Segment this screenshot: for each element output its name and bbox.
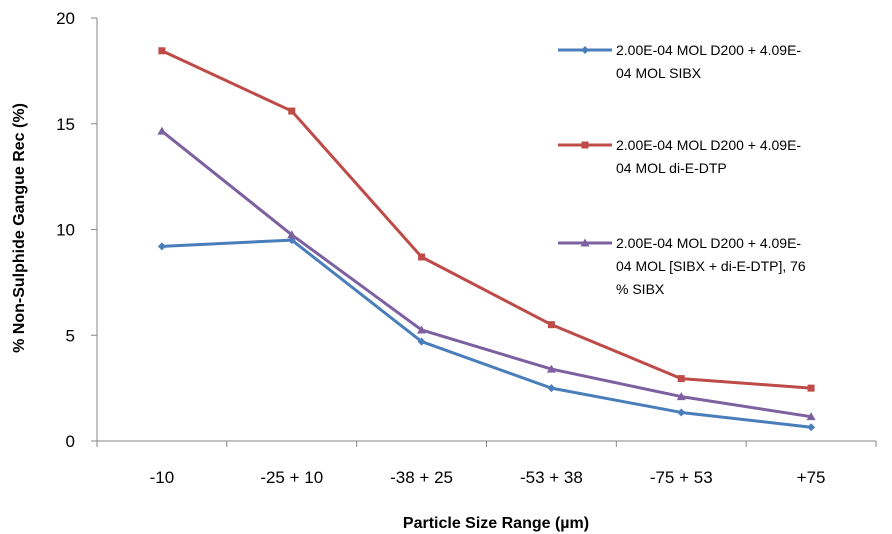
series-layer <box>157 47 816 432</box>
legend-label: 2.00E-04 MOL D200 + 4.09E- <box>616 137 801 153</box>
series-line <box>160 129 812 419</box>
data-point <box>546 364 556 373</box>
data-point <box>807 423 816 432</box>
legend-item: 2.00E-04 MOL D200 + 4.09E- 04 MOL [SIBX +… <box>558 235 806 297</box>
data-point <box>288 107 296 115</box>
data-point <box>677 375 685 383</box>
data-point <box>157 126 167 135</box>
x-tick-label: -10 <box>150 468 175 487</box>
series-3 <box>157 126 816 421</box>
y-tick-label: 15 <box>56 115 75 134</box>
series-line <box>161 238 812 429</box>
series-line <box>161 49 812 390</box>
x-tick-label: +75 <box>797 468 826 487</box>
legend: 2.00E-04 MOL D200 + 4.09E-04 MOL SIBX2.0… <box>558 42 806 297</box>
legend-label: 2.00E-04 MOL D200 + 4.09E- <box>616 42 801 58</box>
axes <box>91 17 877 447</box>
legend-label: 04 MOL di-E-DTP <box>616 160 727 176</box>
data-point <box>676 392 686 401</box>
data-point <box>677 408 686 417</box>
data-point <box>417 337 426 346</box>
y-tick-label: 10 <box>56 221 75 240</box>
y-axis-title: % Non-Sulphide Gangue Rec (%) <box>11 103 28 353</box>
data-point <box>157 242 166 251</box>
legend-label: 04 MOL SIBX <box>616 65 702 81</box>
data-point <box>547 321 555 329</box>
x-tick-labels: -10 -25 + 10 -38 + 25 -53 + 38 -75 + 53 +75 <box>150 468 826 487</box>
legend-item: 2.00E-04 MOL D200 + 4.09E- 04 MOL SIBX <box>558 42 801 81</box>
data-point <box>158 47 166 55</box>
legend-label: 04 MOL [SIBX + di-E-DTP], 76 <box>616 258 806 274</box>
legend-marker <box>581 141 589 149</box>
y-tick-label: 20 <box>56 9 75 28</box>
y-tick-labels: 0 5 10 15 20 <box>56 9 75 451</box>
legend-label: % SIBX <box>616 281 665 297</box>
data-point <box>417 325 427 334</box>
data-point <box>807 384 815 392</box>
legend-marker <box>581 46 589 54</box>
data-point <box>287 230 297 239</box>
y-tick-label: 5 <box>66 326 75 345</box>
data-point <box>806 412 816 421</box>
x-tick-label: -75 + 53 <box>650 468 713 487</box>
data-point <box>418 253 426 261</box>
x-tick-label: -38 + 25 <box>390 468 453 487</box>
legend-marker <box>580 238 590 247</box>
y-tick-label: 0 <box>66 432 75 451</box>
legend-item: 2.00E-04 MOL D200 + 4.09E- 04 MOL di-E-DT… <box>558 137 801 176</box>
series-2 <box>158 47 815 392</box>
data-point <box>547 384 556 393</box>
x-axis-title: Particle Size Range (µm) <box>403 515 589 532</box>
x-tick-label: -25 + 10 <box>260 468 323 487</box>
legend-label: 2.00E-04 MOL D200 + 4.09E- <box>616 235 801 251</box>
x-tick-label: -53 + 38 <box>520 468 583 487</box>
